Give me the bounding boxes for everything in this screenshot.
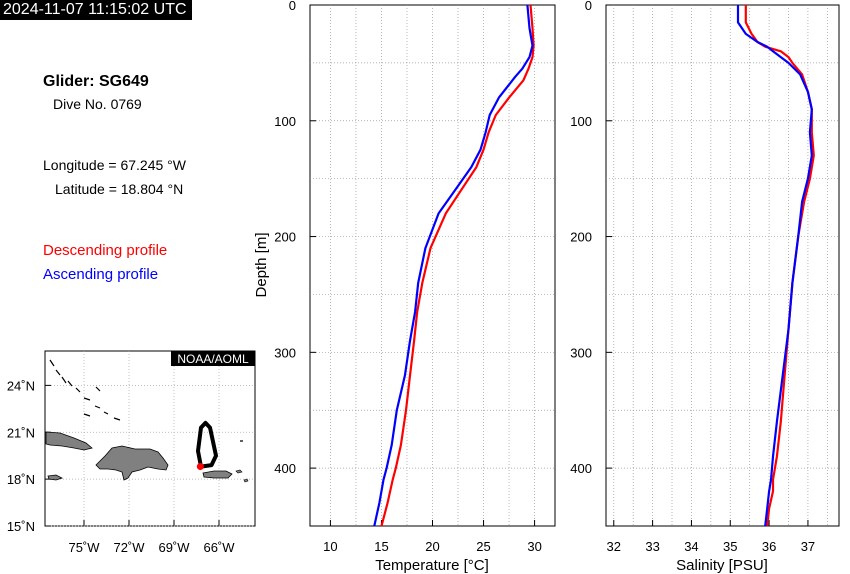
x-tick-label: 36	[762, 539, 776, 554]
map-frame	[44, 350, 256, 527]
credit-box	[171, 351, 255, 366]
salinity-ascending-line	[736, 5, 813, 527]
glider-name: Glider: SG649	[43, 73, 149, 90]
temperature-ascending-line	[373, 4, 534, 527]
y-tick-label: 300	[570, 345, 592, 360]
map-lon-label: 69˚W	[158, 540, 190, 555]
x-tick-label: 33	[645, 539, 659, 554]
land-hispaniola	[95, 445, 169, 481]
land-puerto-rico	[202, 470, 233, 479]
map-lat-label: 15˚N	[7, 519, 35, 534]
x-tick-label: 34	[684, 539, 698, 554]
y-tick-label: 100	[570, 114, 592, 129]
y-tick-label: 200	[570, 230, 592, 245]
x-tick-label: 25	[476, 539, 490, 554]
salinity-frame	[605, 4, 840, 527]
dive-number: Dive No. 0769	[53, 96, 142, 112]
location-map: NOAA/AOML 75˚W 72˚W 69˚W 66˚W 24˚N 21˚N 18˚N 15…	[7, 350, 256, 555]
land-bahamas	[49, 359, 243, 442]
x-tick-label: 10	[323, 539, 337, 554]
y-tick-label: 300	[274, 345, 296, 360]
salinity-panel: 32 33 34 35 36 37 0 100 200 300 400 Salinity [PSU]	[570, 0, 840, 574]
x-tick-label: 37	[801, 539, 815, 554]
y-tick-label: 200	[274, 230, 296, 245]
land-virgin-islands	[235, 469, 249, 483]
legend-ascending: Ascending profile	[43, 266, 159, 283]
map-lat-label: 24˚N	[7, 378, 35, 393]
map-lat-label: 21˚N	[7, 425, 35, 440]
longitude-readout: Longitude = 67.245 °W	[43, 157, 186, 173]
x-tick-label: 32	[607, 539, 621, 554]
glider-position-marker	[196, 463, 204, 471]
glider-track	[196, 420, 218, 469]
map-lon-label: 75˚W	[68, 540, 100, 555]
map-credit: NOAA/AOML	[177, 352, 249, 366]
timestamp-label: 2024-11-07 11:15:02 UTC	[0, 0, 192, 20]
land-cuba	[45, 431, 93, 451]
x-tick-label: 15	[374, 539, 388, 554]
y-tick-label: 400	[274, 461, 296, 476]
y-tick-label: 0	[585, 0, 592, 13]
map-lon-label: 72˚W	[113, 540, 145, 555]
x-tick-label: 20	[425, 539, 439, 554]
y-tick-label: 400	[570, 461, 592, 476]
latitude-readout: Latitude = 18.804 °N	[55, 181, 184, 197]
y-tick-label: 0	[289, 0, 296, 13]
salinity-axis-label: Salinity [PSU]	[676, 557, 768, 574]
map-lon-label: 66˚W	[203, 540, 235, 555]
map-lat-label: 18˚N	[7, 472, 35, 487]
y-tick-label: 100	[274, 114, 296, 129]
x-tick-label: 35	[723, 539, 737, 554]
depth-axis-label: Depth [m]	[253, 232, 270, 297]
x-tick-label: 30	[527, 539, 541, 554]
temperature-axis-label: Temperature [°C]	[375, 557, 489, 574]
land-jamaica	[47, 474, 64, 481]
temperature-descending-line	[380, 4, 535, 527]
legend-descending: Descending profile	[43, 242, 168, 259]
